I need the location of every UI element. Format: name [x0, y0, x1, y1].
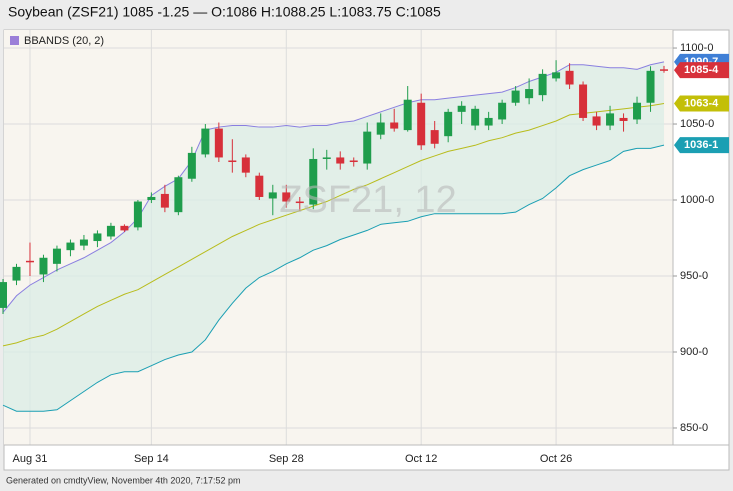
candle-body	[484, 117, 493, 126]
price-tag-label: 1063-4	[684, 97, 719, 109]
axes: 850-0 900-0 950-0 1000-0 1050-0 1100-0 Aug 31 S…	[13, 42, 729, 465]
band-middle	[2, 103, 665, 347]
x-tick-label: Aug 31	[13, 453, 48, 465]
chart-title: Soybean (ZSF21) 1085 -1.25 — O:1086 H:10…	[8, 4, 441, 20]
y-tick-label: 1100-0	[680, 42, 713, 54]
candle-body	[66, 242, 75, 251]
candle-body	[12, 266, 21, 281]
candle-body	[579, 84, 588, 118]
candle-body	[471, 108, 480, 126]
candle-body	[606, 113, 615, 126]
y-tick-label: 850-0	[680, 422, 708, 434]
candle-body	[619, 117, 628, 121]
candle-body	[241, 157, 250, 173]
candle-body	[430, 130, 439, 144]
candle-body	[322, 157, 331, 159]
candle-body	[376, 122, 385, 135]
candle-body	[106, 225, 115, 237]
candle-body	[39, 257, 48, 275]
x-tick-label: Sep 28	[269, 453, 304, 465]
x-tick-label: Oct 12	[405, 453, 437, 465]
candle-body	[268, 192, 277, 199]
candle-body	[309, 158, 318, 205]
candle-body	[295, 201, 304, 204]
legend-swatch	[10, 36, 19, 45]
candle-body	[457, 105, 466, 112]
x-tick-label: Oct 26	[540, 453, 572, 465]
candle-body	[552, 72, 561, 79]
band-fill	[3, 61, 665, 412]
candle-body	[214, 128, 223, 158]
candle-body	[174, 177, 183, 213]
candle-body	[120, 225, 129, 231]
candle-body	[349, 160, 358, 163]
y-tick-label: 1050-0	[680, 118, 714, 130]
price-tag-label: 1036-1	[684, 139, 718, 151]
footer: Generated on cmdtyView, November 4th 202…	[6, 475, 240, 485]
candle-body	[363, 131, 372, 164]
price-tag	[674, 137, 729, 154]
price-tag	[674, 95, 729, 112]
candle-body	[160, 193, 169, 208]
candle-body	[93, 233, 102, 242]
candle-body	[255, 175, 264, 197]
candle-body	[525, 89, 534, 99]
candle-body	[0, 282, 7, 308]
candle-body	[498, 102, 507, 120]
candle-body	[79, 239, 88, 246]
candle-body	[52, 248, 61, 264]
candle-body	[565, 70, 574, 85]
candle-body	[417, 102, 426, 146]
plot	[0, 60, 669, 412]
watermark: ZSF21, 12	[279, 179, 456, 221]
candle-body	[633, 102, 642, 120]
candle-body	[444, 111, 453, 137]
candle-body	[390, 122, 399, 129]
candle-body	[538, 73, 547, 96]
price-tag-label: 1085-4	[684, 64, 719, 76]
legend-label: BBANDS (20, 2)	[24, 35, 104, 47]
candle-body	[25, 260, 34, 263]
candle-body	[228, 160, 237, 163]
candle-body	[660, 69, 669, 71]
candle-body	[592, 116, 601, 126]
candle-body	[201, 128, 210, 155]
candle-body	[147, 196, 156, 201]
candle-body	[282, 192, 291, 202]
candle-body	[646, 70, 655, 103]
y-tick-label: 1000-0	[680, 194, 714, 206]
candle-body	[403, 99, 412, 131]
band-lower	[2, 144, 665, 412]
candle-body	[187, 152, 196, 179]
price-tag	[674, 62, 729, 79]
candle-body	[511, 90, 520, 103]
y-tick-label: 950-0	[680, 270, 708, 282]
candle-body	[336, 157, 345, 164]
x-tick-label: Sep 14	[134, 453, 169, 465]
candle-body	[133, 201, 142, 228]
y-tick-label: 900-0	[680, 346, 708, 358]
